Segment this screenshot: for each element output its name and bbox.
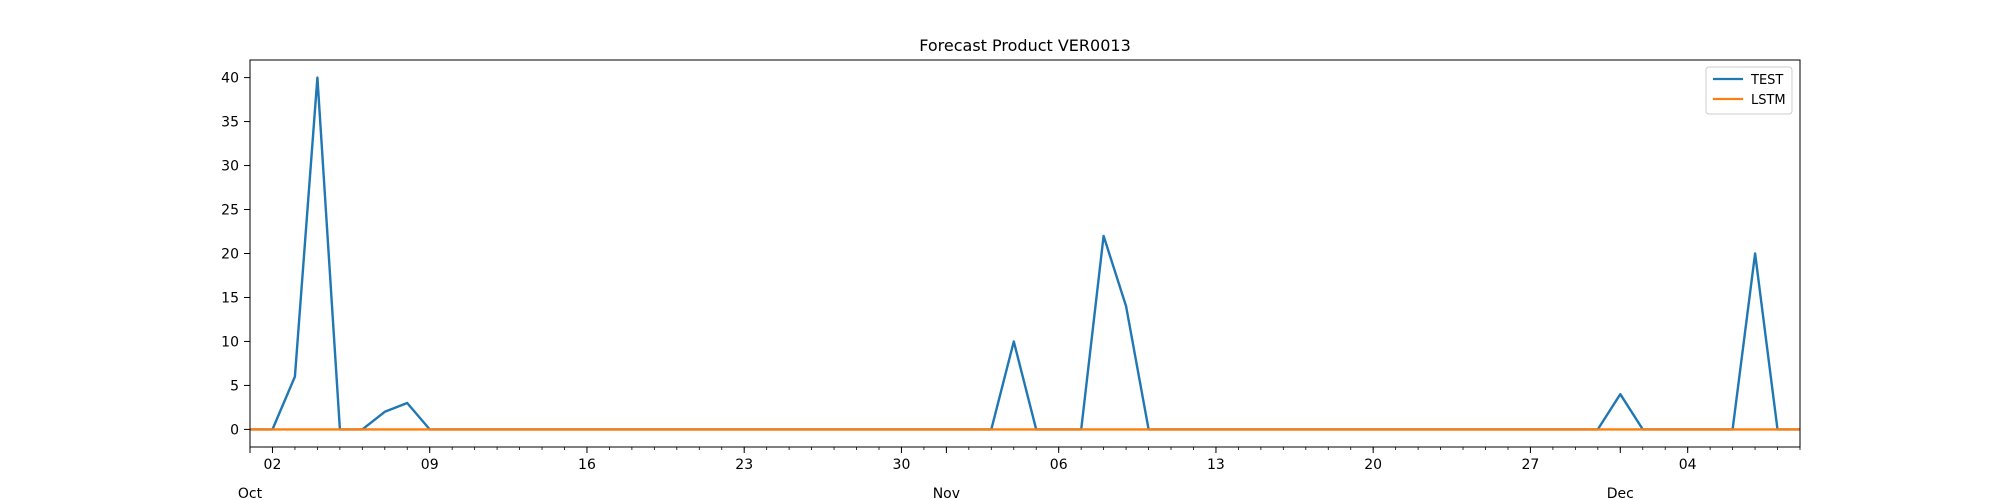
x-axis-ticks: 02 09 16 23 30 06 13 20 27 04 Oct Nov Dec (238, 447, 1801, 500)
x-tick-label: 13 (1207, 457, 1225, 473)
legend: TEST LSTM (1705, 66, 1793, 115)
plot-series (250, 76, 1800, 431)
y-tick-label: 30 (221, 159, 239, 175)
y-tick-label: 40 (221, 71, 239, 87)
x-tick-label: 06 (1050, 457, 1068, 473)
y-tick-label: 20 (221, 247, 239, 263)
y-axis-ticks: 0 5 10 15 20 25 30 35 40 (221, 71, 250, 438)
x-tick-label: 09 (421, 457, 439, 473)
legend-label-test: TEST (1750, 73, 1783, 88)
y-tick-label: 10 (221, 334, 239, 350)
y-tick-label: 5 (230, 378, 239, 394)
x-tick-label: 20 (1364, 457, 1382, 473)
x-tick-label: 02 (264, 457, 282, 473)
plot-frame (249, 59, 1801, 448)
chart-title: Forecast Product VER0013 (919, 36, 1131, 55)
y-tick-label: 35 (221, 115, 239, 131)
x-month-label: Oct (238, 486, 263, 500)
x-tick-label: 27 (1522, 457, 1540, 473)
x-month-label: Nov (933, 486, 960, 500)
legend-label-lstm: LSTM (1751, 93, 1786, 108)
x-tick-label: 16 (578, 457, 596, 473)
y-tick-label: 25 (221, 203, 239, 219)
y-tick-label: 15 (221, 290, 239, 306)
y-tick-label: 0 (230, 422, 239, 438)
x-tick-label: 04 (1679, 457, 1697, 473)
x-tick-label: 23 (735, 457, 753, 473)
x-tick-label: 30 (893, 457, 911, 473)
x-month-label: Dec (1607, 486, 1634, 500)
